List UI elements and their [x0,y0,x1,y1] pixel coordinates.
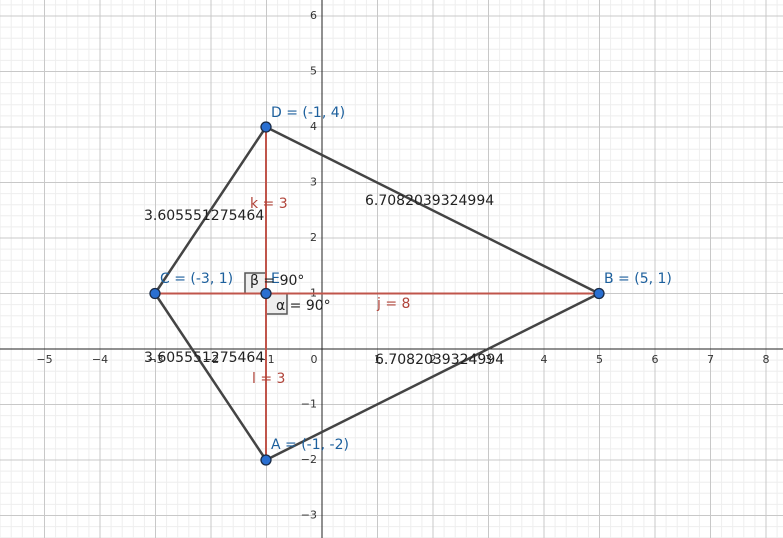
segment [265,292,600,462]
y-tick-label: 3 [310,176,317,189]
points [149,121,605,466]
segment-label: j = 8 [376,296,410,312]
polygon [153,125,600,462]
x-tick-label: −3 [147,353,163,366]
x-tick-label: 7 [707,353,714,366]
x-tick-label: −5 [36,353,52,366]
y-tick-label: −3 [301,509,317,522]
y-tick-label: 4 [310,120,317,133]
segment-label: 3.605551275464 [144,208,264,224]
point-label: B = (5, 1) [604,271,672,287]
segment-label: k = 3 [250,196,288,212]
x-tick-label: 1 [374,353,381,366]
segment-label: 6.7082039324994 [365,193,494,209]
tick-labels: −5−4−3−2−1012345678−3−2−1123456 [36,9,769,522]
point[interactable] [260,287,272,300]
x-tick-label: −4 [92,353,108,366]
segment [265,125,600,295]
x-tick-label: 6 [652,353,659,366]
x-tick-label: 2 [430,353,437,366]
segment [153,292,268,461]
diagonals [155,127,599,460]
point[interactable] [260,454,272,466]
y-tick-label: 2 [310,231,317,244]
y-tick-label: 6 [310,9,317,22]
y-tick-label: 5 [310,65,317,78]
angle-label: α = 90° [276,298,331,314]
angle-label: β = 90° [250,273,304,289]
point-label: E [271,271,280,287]
y-tick-label: −2 [301,453,317,466]
x-tick-label: 3 [485,353,492,366]
segment-label: l = 3 [252,371,285,387]
point-label: C = (-3, 1) [160,271,233,287]
x-tick-label: 4 [541,353,548,366]
point[interactable] [149,287,161,300]
segment-label: 3.605551275464 [144,350,264,366]
point[interactable] [593,287,605,300]
x-tick-label: 0 [311,353,318,366]
point-label: A = (-1, -2) [271,437,349,453]
x-tick-label: −2 [203,353,219,366]
y-tick-label: −1 [301,398,317,411]
x-tick-label: 8 [763,353,770,366]
x-tick-label: 5 [596,353,603,366]
segment [153,126,268,295]
point[interactable] [260,121,272,133]
segment-label: 6.7082039324994 [375,352,504,368]
point-label: D = (-1, 4) [271,105,345,121]
